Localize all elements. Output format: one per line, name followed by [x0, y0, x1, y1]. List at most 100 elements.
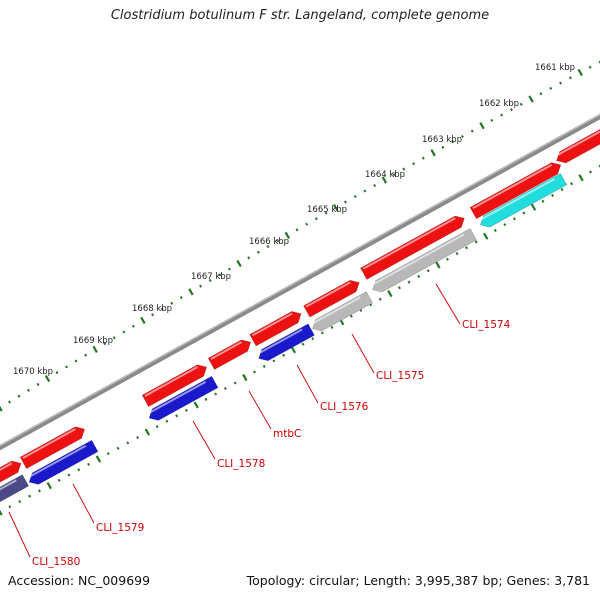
- ruler-tick: [295, 228, 299, 232]
- ruler-tick: [18, 499, 22, 504]
- ruler-tick: [208, 278, 212, 283]
- ruler-tick: [301, 342, 305, 346]
- ruler-tick: [116, 446, 120, 450]
- ruler-tick: [106, 452, 110, 456]
- gene-label: mtbC: [273, 428, 301, 440]
- gene-arrow-highlight: [252, 312, 293, 337]
- ruler-tick: [46, 482, 52, 490]
- ruler-tick: [392, 172, 396, 177]
- ruler-tick: [519, 102, 523, 106]
- gene-arrow: [207, 339, 252, 370]
- ruler-label: 1663 kbp: [422, 135, 462, 145]
- ruler-tick: [103, 342, 107, 346]
- ruler-tick: [193, 401, 199, 409]
- ruler-tick: [311, 337, 315, 341]
- ruler-tick: [8, 400, 11, 404]
- ruler-tick: [578, 174, 584, 182]
- ruler-tick: [227, 267, 231, 271]
- ruler-tick: [324, 211, 328, 215]
- ruler-tick: [407, 280, 411, 284]
- ruler-tick: [87, 462, 91, 466]
- genome-backbone: [0, 113, 600, 451]
- ruler-label: 1662 kbp: [479, 99, 519, 109]
- ruler-tick: [140, 316, 146, 325]
- ruler-tick: [373, 183, 377, 188]
- gene-arrow-highlight: [148, 380, 207, 415]
- ruler-tick: [65, 365, 69, 369]
- ruler-tick: [155, 425, 159, 429]
- gene-label-leader: [72, 483, 95, 524]
- ruler-tick: [528, 95, 534, 103]
- ruler-label: 1665 kbp: [307, 205, 347, 215]
- map-title: Clostridium botulinum F str. Langeland, …: [110, 8, 490, 23]
- ruler-tick: [417, 274, 421, 278]
- ruler-tick: [28, 494, 32, 498]
- ruler-tick: [426, 269, 430, 273]
- ruler-tick: [549, 86, 553, 90]
- ruler-tick: [214, 392, 218, 396]
- gene-label: CLI_1578: [217, 458, 265, 470]
- gene-arrow-highlight: [257, 328, 303, 355]
- ruler-tick: [397, 286, 401, 290]
- ruler-tick: [160, 307, 164, 311]
- ruler-tick: [330, 325, 334, 329]
- ruler-tick: [74, 359, 78, 363]
- ruler-tick: [36, 382, 40, 386]
- ruler-tick: [223, 386, 227, 391]
- ruler-tick: [136, 435, 140, 440]
- ruler-tick: [421, 156, 425, 160]
- ruler-tick: [559, 81, 563, 85]
- ruler-tick: [445, 257, 449, 261]
- ruler-tick: [37, 489, 41, 493]
- ruler-tick: [503, 223, 507, 227]
- ruler-tick: [27, 388, 30, 392]
- ruler-label: 1667 kbp: [191, 272, 231, 282]
- accession-text: Accession: NC_009699: [8, 573, 151, 588]
- ruler-tick: [483, 232, 489, 240]
- outer-tick-ruler: [0, 60, 600, 412]
- ruler-tick: [236, 259, 242, 268]
- ruler-tick: [509, 108, 513, 112]
- ruler-tick: [44, 374, 51, 383]
- ruler-tick: [0, 509, 3, 516]
- gene-label: CLI_1574: [462, 319, 511, 331]
- ruler-tick: [57, 478, 61, 482]
- ruler-tick: [539, 92, 543, 96]
- gene-label: CLI_1579: [96, 522, 144, 534]
- gene-label: CLI_1575: [376, 370, 424, 382]
- ruler-tick: [92, 345, 98, 353]
- gene-arrow: [360, 215, 465, 280]
- gene-arrow: [372, 228, 477, 293]
- ruler-tick: [253, 370, 256, 374]
- ruler-tick: [460, 134, 464, 139]
- ruler-tick: [490, 118, 494, 122]
- gene-arrow-highlight: [28, 444, 87, 479]
- genome-backbone-highlight: [0, 113, 600, 447]
- gene-label: CLI_1580: [32, 556, 80, 568]
- ruler-tick: [184, 408, 188, 412]
- gene-arrow: [480, 173, 568, 228]
- gene-arrow-highlight: [472, 163, 553, 210]
- gene-arrow: [0, 474, 30, 503]
- ruler-tick: [333, 203, 339, 212]
- ruler-tick: [314, 217, 318, 221]
- gene-arrow: [312, 291, 374, 332]
- ruler-tick: [381, 176, 388, 184]
- ruler-tick: [0, 405, 3, 412]
- ruler-tick: [320, 331, 324, 335]
- gene-label-leader: [351, 333, 375, 374]
- ruler-tick: [465, 246, 469, 250]
- ruler-tick: [378, 297, 382, 301]
- ruler-tick: [282, 353, 286, 357]
- ruler-tick: [218, 273, 222, 277]
- ruler-tick: [233, 381, 237, 385]
- gene-arrow: [141, 364, 208, 407]
- ruler-tick: [541, 199, 545, 203]
- ruler-tick: [363, 189, 367, 193]
- ruler-tick: [570, 182, 573, 186]
- ruler-tick: [262, 364, 266, 368]
- gene-arrow-highlight: [311, 296, 361, 325]
- ruler-tick: [305, 222, 309, 226]
- ruler-tick: [512, 217, 516, 221]
